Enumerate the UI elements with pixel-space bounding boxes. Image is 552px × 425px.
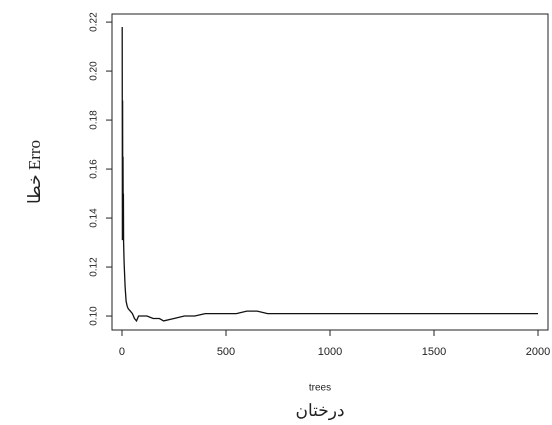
y-tick-label: 0.14 [89, 208, 100, 228]
x-tick-label: 2000 [526, 346, 550, 358]
y-tick-label: 0.22 [89, 12, 100, 32]
x-label: trees [309, 383, 331, 394]
series-line [121, 26, 538, 323]
y-tick-label: 0.12 [89, 257, 100, 277]
x-tick-label: 1500 [422, 346, 446, 358]
x-tick-label: 0 [119, 346, 125, 358]
x-tick-label: 500 [217, 346, 235, 358]
x-label-2: درختان [295, 401, 344, 421]
plot-frame [111, 13, 549, 331]
y-tick-label: 0.20 [89, 61, 100, 81]
y-tick-label: 0.16 [89, 159, 100, 179]
y-tick-label: 0.18 [89, 110, 100, 130]
y-label: خطا Erro [25, 140, 44, 204]
x-tick-label: 1000 [318, 346, 342, 358]
y-tick-label: 0.10 [89, 306, 100, 326]
